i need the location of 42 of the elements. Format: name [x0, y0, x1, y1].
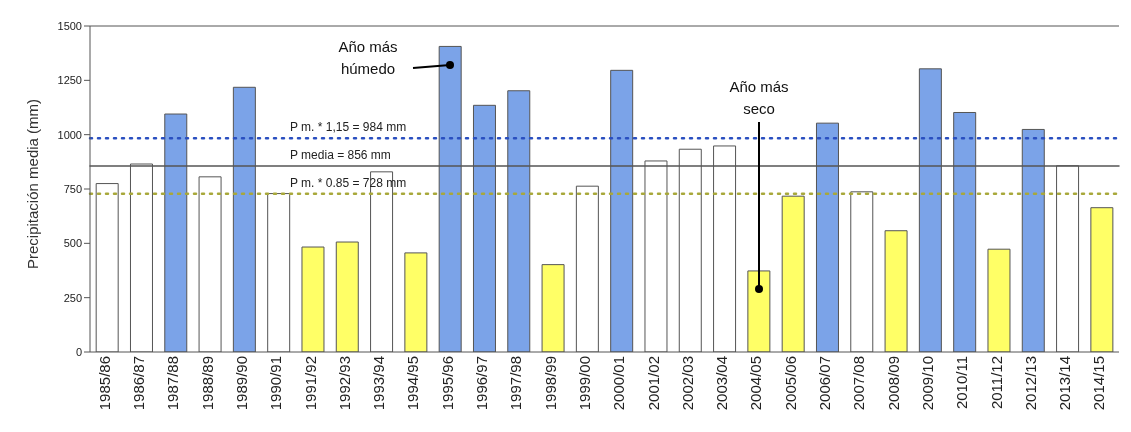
annotation: Año más seco	[729, 78, 789, 117]
x-tick-label: 1989/90	[233, 356, 250, 411]
y-tick-label: 1000	[57, 128, 82, 141]
x-tick-label: 2002/03	[678, 356, 696, 411]
x-tick-label: 1986/87	[130, 356, 148, 411]
x-tick-label: 2001/02	[644, 356, 662, 411]
x-tick-label: 2005/06	[781, 356, 799, 411]
x-tick-label: 2009/10	[919, 356, 936, 411]
x-tick-label: 1998/99	[541, 356, 559, 411]
y-tick-label: 500	[63, 237, 82, 250]
x-tick-label: 1987/88	[164, 356, 182, 411]
ref-line-label: P m. * 1,15 = 984 mm	[290, 120, 407, 135]
x-tick-label: 2007/08	[850, 356, 868, 411]
x-tick-label: 1996/97	[473, 356, 491, 411]
x-tick-label: 2004/05	[747, 356, 765, 411]
x-tick-label: 2012/13	[1021, 356, 1039, 411]
ref-line-label: P media = 856 mm	[290, 147, 391, 162]
x-tick-label: 2014/15	[1090, 356, 1108, 411]
y-tick-label: 1500	[57, 19, 82, 32]
y-tick-label: 0	[75, 345, 82, 358]
x-tick-label: 1988/89	[198, 356, 216, 411]
x-tick-label: 1999/00	[576, 356, 593, 411]
x-tick-label: 2003/04	[713, 356, 731, 411]
x-tick-label: 1985/86	[95, 356, 113, 411]
y-tick-label: 250	[63, 291, 82, 304]
y-tick-label: 750	[63, 182, 82, 195]
x-tick-label: 2006/07	[816, 356, 834, 411]
x-tick-label: 1990/91	[267, 356, 285, 411]
annotation: Año más húmedo	[338, 38, 398, 77]
x-tick-label: 2011/12	[987, 356, 1005, 410]
x-tick-label: 1991/92	[301, 356, 319, 411]
x-tick-label: 1997/98	[507, 356, 525, 411]
x-tick-label: 2000/01	[610, 356, 628, 411]
x-tick-label: 2013/14	[1056, 356, 1074, 411]
y-tick-label: 1250	[57, 74, 82, 87]
x-tick-label: 1992/93	[335, 356, 353, 411]
y-axis-title: Precipitación media (mm)	[24, 98, 42, 269]
x-tick-label: 1993/94	[370, 356, 388, 411]
x-tick-label: 2008/09	[884, 356, 902, 411]
x-tick-label: 1995/96	[438, 356, 456, 411]
x-tick-label: 1994/95	[404, 356, 422, 411]
x-tick-label: 2010/11	[953, 356, 971, 410]
